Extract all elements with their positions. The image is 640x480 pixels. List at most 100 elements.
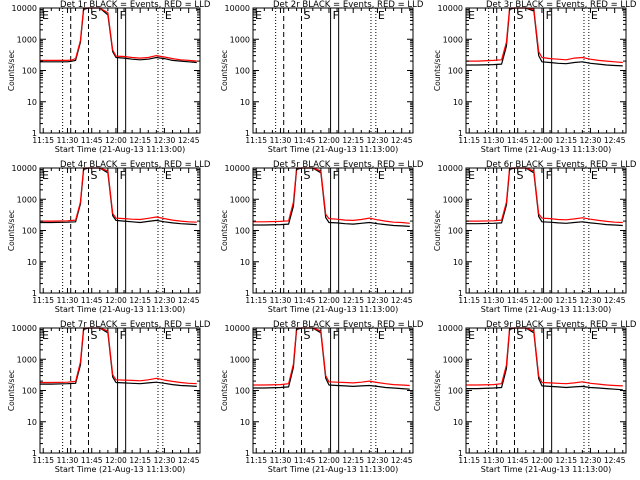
plot-frame	[465, 167, 627, 294]
series-line-lld	[253, 167, 410, 224]
marker-label: F	[546, 329, 552, 342]
marker-label: E	[165, 169, 172, 182]
marker-label: F	[120, 329, 126, 342]
panel-title: Det 3r BLACK = Events, RED = LLD	[486, 0, 637, 10]
y-tick-label: 10	[27, 98, 37, 107]
marker-label: F	[333, 329, 339, 342]
marker-label: E	[255, 329, 262, 342]
marker-label: E	[255, 169, 262, 182]
marker-label: E	[42, 9, 49, 22]
y-axis-title: Counts/sec	[220, 370, 229, 411]
marker-label: E	[378, 329, 385, 342]
marker-label: F	[120, 169, 126, 182]
y-tick-label: 1	[32, 449, 37, 458]
panel-title: Det 9r BLACK = Events, RED = LLD	[486, 320, 637, 330]
x-tick-label: 12:45	[391, 136, 413, 145]
x-tick-label: 12:00	[105, 456, 127, 465]
x-tick-label: 12:30	[580, 296, 602, 305]
y-tick-label: 10	[27, 258, 37, 267]
x-tick-label: 12:45	[391, 456, 413, 465]
x-tick-label: 12:15	[129, 296, 151, 305]
marker-label: E	[468, 169, 475, 182]
x-tick-label: 11:30	[483, 136, 505, 145]
series-line-lld	[40, 167, 197, 223]
x-tick-label: 12:45	[604, 136, 626, 145]
x-tick-label: 11:30	[57, 456, 79, 465]
x-tick-label: 11:30	[270, 456, 292, 465]
x-tick-label: 11:45	[507, 296, 529, 305]
marker-label: E	[468, 329, 475, 342]
x-tick-label: 12:45	[178, 136, 200, 145]
x-tick-label: 12:30	[367, 456, 389, 465]
y-axis-title: Counts/sec	[433, 370, 442, 411]
panel-title: Det 4r BLACK = Events, RED = LLD	[60, 160, 211, 170]
marker-label: S	[516, 329, 523, 342]
x-axis-title: Start Time (21-Aug-13 11:13:00)	[55, 145, 186, 154]
y-axis-title: Counts/sec	[7, 370, 16, 411]
x-tick-label: 11:45	[294, 296, 316, 305]
marker-label: E	[165, 329, 172, 342]
x-tick-label: 12:15	[342, 136, 364, 145]
x-tick-label: 11:15	[458, 296, 480, 305]
y-tick-label: 100	[22, 387, 37, 396]
y-tick-label: 10	[27, 418, 37, 427]
marker-label: E	[591, 329, 598, 342]
series-line-lld	[40, 327, 197, 385]
x-tick-label: 11:45	[81, 456, 103, 465]
marker-label: E	[591, 9, 598, 22]
x-tick-label: 11:30	[270, 296, 292, 305]
y-tick-label: 10	[240, 418, 250, 427]
y-axis-title: Counts/sec	[7, 50, 16, 91]
y-tick-label: 10000	[438, 4, 463, 13]
panel-title: Det 6r BLACK = Events, RED = LLD	[486, 160, 637, 170]
plot-frame	[465, 7, 627, 134]
marker-label: E	[378, 9, 385, 22]
x-tick-label: 11:45	[294, 136, 316, 145]
plot-frame	[39, 7, 201, 134]
marker-label: F	[546, 9, 552, 22]
y-tick-label: 100	[448, 67, 463, 76]
y-tick-label: 1000	[230, 35, 250, 44]
y-tick-label: 1	[245, 449, 250, 458]
x-tick-label: 11:15	[245, 136, 267, 145]
y-tick-label: 10000	[225, 164, 250, 173]
y-tick-label: 10	[453, 418, 463, 427]
series-line-lld	[466, 7, 623, 64]
x-axis-title: Start Time (21-Aug-13 11:13:00)	[55, 305, 186, 314]
y-tick-label: 100	[448, 227, 463, 236]
x-tick-label: 11:30	[483, 456, 505, 465]
x-tick-label: 12:00	[531, 296, 553, 305]
y-tick-label: 100	[448, 387, 463, 396]
panel-title: Det 5r BLACK = Events, RED = LLD	[273, 160, 424, 170]
y-tick-label: 1000	[230, 195, 250, 204]
marker-label: S	[90, 9, 97, 22]
x-tick-label: 12:45	[178, 456, 200, 465]
plot-frame	[252, 167, 414, 294]
x-axis-title: Start Time (21-Aug-13 11:13:00)	[481, 305, 612, 314]
x-tick-label: 12:45	[178, 296, 200, 305]
y-tick-label: 100	[22, 67, 37, 76]
marker-label: E	[42, 329, 49, 342]
y-tick-label: 1	[245, 289, 250, 298]
x-axis-title: Start Time (21-Aug-13 11:13:00)	[55, 465, 186, 474]
x-tick-label: 12:30	[154, 456, 176, 465]
x-tick-label: 11:15	[458, 456, 480, 465]
x-tick-label: 11:15	[32, 136, 54, 145]
marker-label: S	[303, 9, 310, 22]
y-tick-label: 10000	[438, 324, 463, 333]
y-tick-label: 100	[235, 387, 250, 396]
y-tick-label: 1	[32, 289, 37, 298]
x-tick-label: 12:00	[318, 296, 340, 305]
y-tick-label: 10	[240, 98, 250, 107]
y-tick-label: 10000	[12, 324, 37, 333]
y-tick-label: 100	[235, 227, 250, 236]
x-tick-label: 11:30	[483, 296, 505, 305]
marker-label: E	[42, 169, 49, 182]
